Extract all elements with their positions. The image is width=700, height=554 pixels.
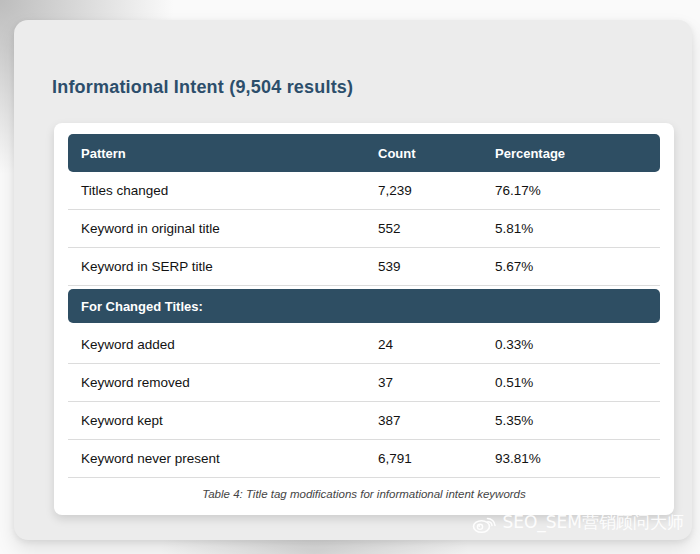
table-row: Keyword never present 6,791 93.81% (68, 440, 660, 478)
cell-pattern: Keyword added (81, 337, 378, 352)
column-header-pattern: Pattern (81, 146, 378, 161)
cell-pattern: Keyword never present (81, 451, 378, 466)
table-row: Keyword in original title 552 5.81% (68, 210, 660, 248)
cell-percentage: 5.35% (495, 413, 647, 428)
cell-percentage: 0.51% (495, 375, 647, 390)
page-title: Informational Intent (9,504 results) (52, 77, 353, 98)
table-row: Keyword removed 37 0.51% (68, 364, 660, 402)
cell-count: 387 (378, 413, 495, 428)
cell-count: 7,239 (378, 183, 495, 198)
cell-pattern: Keyword in original title (81, 221, 378, 236)
table-caption: Table 4: Title tag modifications for inf… (68, 478, 660, 512)
column-header-count: Count (378, 146, 495, 161)
cell-count: 539 (378, 259, 495, 274)
cell-count: 552 (378, 221, 495, 236)
table-section-header: For Changed Titles: (68, 289, 660, 323)
cell-percentage: 5.67% (495, 259, 647, 274)
cell-count: 37 (378, 375, 495, 390)
section-header-label: For Changed Titles: (81, 299, 203, 314)
report-card: Informational Intent (9,504 results) Pat… (14, 20, 692, 540)
cell-count: 24 (378, 337, 495, 352)
table-row: Keyword kept 387 5.35% (68, 402, 660, 440)
cell-pattern: Keyword kept (81, 413, 378, 428)
table-row: Keyword in SERP title 539 5.67% (68, 248, 660, 286)
column-header-percentage: Percentage (495, 146, 647, 161)
cell-pattern: Keyword in SERP title (81, 259, 378, 274)
cell-pattern: Keyword removed (81, 375, 378, 390)
table-row: Keyword added 24 0.33% (68, 326, 660, 364)
cell-percentage: 93.81% (495, 451, 647, 466)
cell-percentage: 0.33% (495, 337, 647, 352)
cell-pattern: Titles changed (81, 183, 378, 198)
cell-percentage: 76.17% (495, 183, 647, 198)
table-card: Pattern Count Percentage Titles changed … (54, 123, 674, 515)
cell-percentage: 5.81% (495, 221, 647, 236)
table-row: Titles changed 7,239 76.17% (68, 172, 660, 210)
table-header-row: Pattern Count Percentage (68, 134, 660, 172)
cell-count: 6,791 (378, 451, 495, 466)
